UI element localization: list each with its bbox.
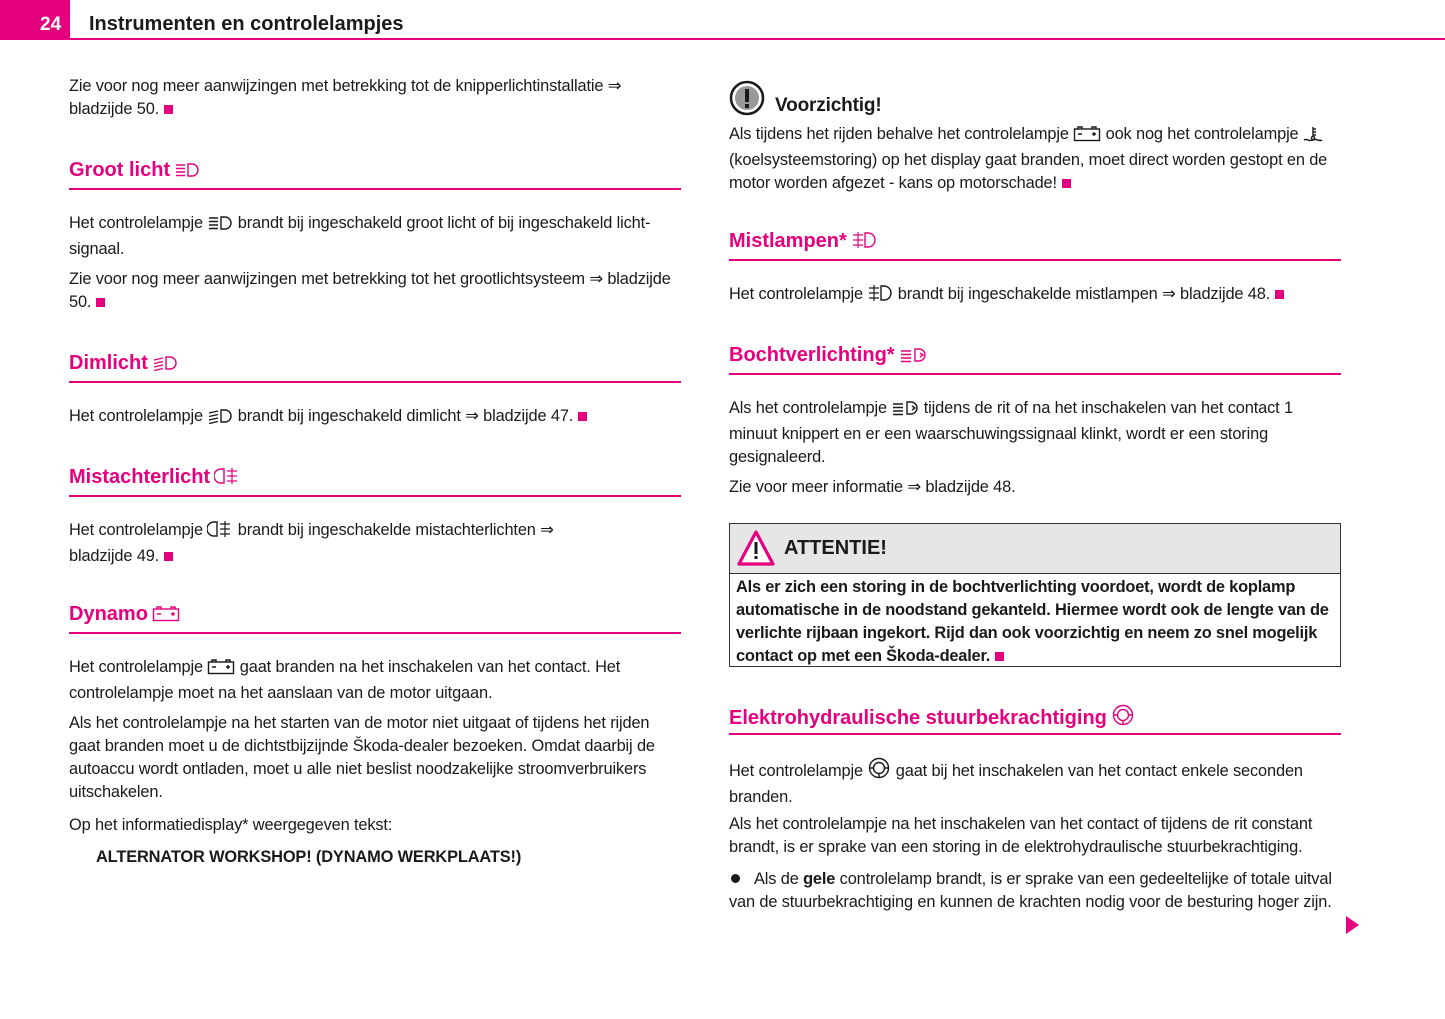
paragraph: Op het informatiedisplay* weergegeven te… bbox=[69, 816, 393, 834]
paragraph: Het controlelampje brandt bij ingeschake… bbox=[729, 283, 1341, 309]
section-heading-stuurbekrachtiging: Elektrohydraulische stuurbekrachtiging bbox=[729, 704, 1341, 735]
attentie-body: Als er zich een storing in de bochtverli… bbox=[730, 574, 1340, 670]
low-beam-icon bbox=[152, 354, 178, 377]
rear-fog-icon bbox=[213, 467, 240, 491]
heading-text: Groot licht bbox=[69, 159, 171, 181]
text: brandt bij ingeschakelde mistachterlicht… bbox=[69, 521, 554, 565]
section-heading-groot-licht: Groot licht bbox=[69, 159, 681, 190]
low-beam-icon bbox=[207, 408, 233, 431]
text: brandt bij ingeschakeld groot licht of b… bbox=[69, 214, 651, 258]
text: ook nog het controlelampje bbox=[1101, 125, 1303, 143]
caution-heading: Voorzichtig! bbox=[775, 95, 882, 116]
end-marker bbox=[1275, 290, 1285, 299]
section-heading-mistachterlicht: Mistachterlicht bbox=[69, 466, 681, 497]
text: Als er zich een storing in de bochtverli… bbox=[736, 578, 1329, 665]
paragraph: Zie voor nog meer aanwijzingen met betre… bbox=[69, 268, 684, 314]
paragraph: Het controlelampje gaat branden na het i… bbox=[69, 656, 684, 705]
text: tijdens de rit of na het inschakelen van… bbox=[729, 399, 1293, 466]
paragraph: Het controlelampje brandt bij ingeschake… bbox=[69, 519, 569, 568]
end-marker bbox=[96, 298, 106, 307]
heading-text: Bochtverlichting* bbox=[729, 344, 895, 366]
power-steering-icon bbox=[1111, 704, 1135, 732]
paragraph: Als het controlelampje tijdens de rit of… bbox=[729, 397, 1341, 469]
coolant-icon bbox=[1303, 126, 1323, 149]
section-heading-dimlicht: Dimlicht bbox=[69, 352, 681, 383]
header-rule bbox=[70, 38, 1445, 40]
intro-paragraph: Zie voor nog meer aanwijzingen met betre… bbox=[69, 75, 684, 121]
heading-text: Dimlicht bbox=[69, 352, 148, 374]
text: Het controlelampje bbox=[69, 407, 208, 425]
cornering-light-icon bbox=[899, 346, 927, 369]
end-marker bbox=[164, 105, 174, 114]
end-marker bbox=[164, 552, 174, 561]
rear-fog-icon bbox=[206, 520, 233, 545]
fog-light-icon bbox=[851, 231, 877, 255]
text: gaat branden na het inschakelen van het … bbox=[69, 658, 621, 702]
text: brandt bij ingeschakeld dimlicht ⇒ bladz… bbox=[233, 407, 574, 425]
text: Zie voor nog meer aanwijzingen met betre… bbox=[69, 270, 671, 311]
heading-text: Mistlampen* bbox=[729, 230, 847, 252]
text: Het controlelampje bbox=[69, 658, 208, 676]
caution-icon bbox=[729, 80, 765, 121]
bold-text: gele bbox=[803, 870, 836, 888]
text: Het controlelampje bbox=[729, 285, 868, 303]
page-number: 24 bbox=[0, 0, 70, 40]
attentie-heading: ATTENTIE! bbox=[784, 537, 887, 559]
paragraph: Als het controlelampje na het starten va… bbox=[69, 714, 655, 801]
bullet-item: Als de gele controlelamp brandt, is er s… bbox=[729, 868, 1341, 914]
section-heading-dynamo: Dynamo bbox=[69, 603, 681, 634]
fog-light-icon bbox=[867, 284, 893, 309]
battery-icon bbox=[152, 605, 180, 628]
high-beam-icon bbox=[174, 161, 200, 184]
paragraph: Zie voor meer informatie ⇒ bladzijde 48. bbox=[729, 478, 1016, 496]
battery-icon bbox=[1073, 126, 1101, 149]
display-message: ALTERNATOR WORKSHOP! (DYNAMO WERKPLAATS!… bbox=[96, 848, 522, 866]
heading-text: Dynamo bbox=[69, 603, 148, 625]
warning-triangle-icon bbox=[736, 529, 776, 572]
bullet-icon bbox=[731, 874, 740, 883]
page-title: Instrumenten en controlelampjes bbox=[89, 13, 404, 35]
next-page-arrow-icon[interactable] bbox=[1346, 916, 1359, 934]
end-marker bbox=[1061, 179, 1071, 188]
text: Het controlelampje bbox=[729, 762, 868, 780]
paragraph: Als het controlelampje na het inschakele… bbox=[729, 815, 1313, 856]
text: brandt bij ingeschakelde mistlampen ⇒ bl… bbox=[893, 285, 1271, 303]
section-heading-mistlampen: Mistlampen* bbox=[729, 230, 1341, 261]
attentie-header: ATTENTIE! bbox=[730, 524, 1340, 574]
paragraph-text: Zie voor nog meer aanwijzingen met betre… bbox=[69, 77, 622, 118]
text: Als het controlelampje bbox=[729, 399, 892, 417]
cornering-light-icon bbox=[891, 400, 919, 423]
text: gaat bij het inschakelen van het contact… bbox=[729, 762, 1303, 806]
power-steering-icon bbox=[867, 757, 891, 786]
end-marker bbox=[578, 412, 588, 421]
paragraph: Het controlelampje gaat bij het inschake… bbox=[729, 757, 1341, 809]
heading-text: Mistachterlicht bbox=[69, 466, 211, 488]
paragraph: Het controlelampje brandt bij ingeschake… bbox=[69, 405, 684, 431]
battery-icon bbox=[207, 659, 235, 682]
heading-text: Elektrohydraulische stuurbekrachtiging bbox=[729, 707, 1107, 729]
text: Als de bbox=[754, 870, 804, 888]
text: (koelsysteemstoring) op het display gaat… bbox=[729, 151, 1328, 192]
high-beam-icon bbox=[207, 215, 233, 238]
text: Het controlelampje bbox=[69, 521, 208, 539]
attentie-box: ATTENTIE! Als er zich een storing in de … bbox=[729, 523, 1341, 667]
text: Het controlelampje bbox=[69, 214, 208, 232]
paragraph: Het controlelampje brandt bij ingeschake… bbox=[69, 212, 684, 261]
caution-paragraph: Als tijdens het rijden behalve het contr… bbox=[729, 123, 1341, 195]
end-marker bbox=[995, 652, 1005, 661]
text: controlelamp brandt, is er sprake van ee… bbox=[729, 870, 1332, 911]
text: Als tijdens het rijden behalve het contr… bbox=[729, 125, 1074, 143]
section-heading-bochtverlichting: Bochtverlichting* bbox=[729, 344, 1341, 375]
